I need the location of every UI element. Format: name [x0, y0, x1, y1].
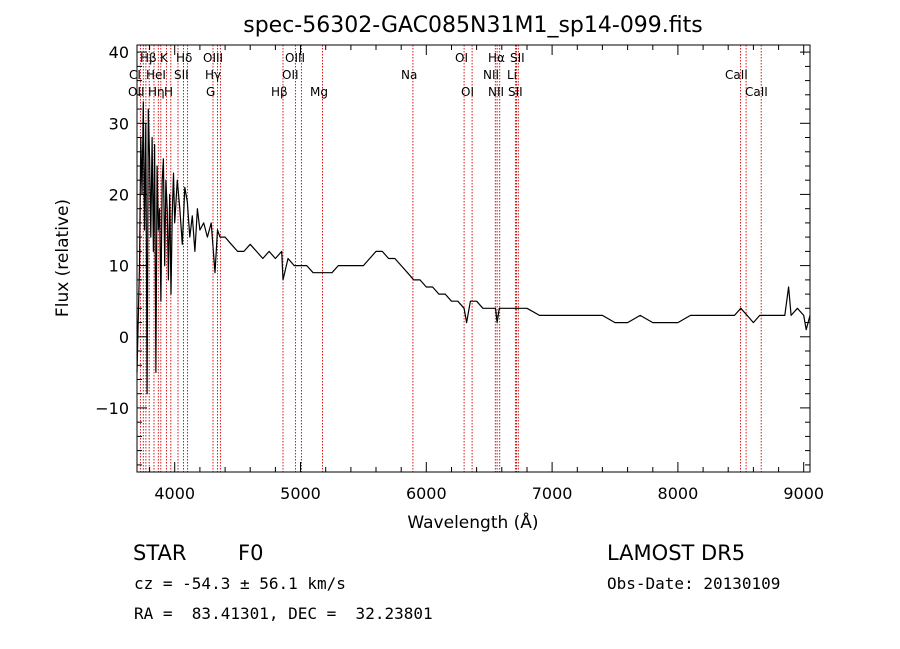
- spectral-line-label: Hβ: [271, 85, 288, 99]
- x-tick-label: 8000: [658, 484, 699, 503]
- survey-name: LAMOST DR5: [607, 541, 746, 565]
- coordinates: RA = 83.41301, DEC = 32.23801: [134, 604, 433, 623]
- spectral-line-label: OIII: [203, 51, 223, 65]
- spectral-subclass: F0: [238, 541, 264, 565]
- observation-date: Obs-Date: 20130109: [607, 574, 781, 593]
- spectral-line-label: Hγ: [205, 68, 221, 82]
- y-tick-label: 0: [119, 328, 129, 347]
- spectral-line-label: Hη: [148, 85, 165, 99]
- y-axis-label: Flux (relative): [53, 199, 73, 317]
- spectral-line-label: H: [164, 85, 173, 99]
- y-tick-label: 10: [109, 257, 129, 276]
- spectral-line-label: CI: [129, 68, 141, 82]
- x-axis-ticks: 4000 5000 6000 7000 8000 9000: [149, 45, 824, 503]
- spectral-line-label: CaII: [725, 68, 748, 82]
- spectral-line-label: NII: [483, 68, 499, 82]
- x-tick-label: 4000: [154, 484, 195, 503]
- spectral-line-label: Hα: [488, 51, 505, 65]
- redshift-velocity: cz = -54.3 ± 56.1 km/s: [134, 574, 346, 593]
- spectral-line-label: CaII: [745, 85, 768, 99]
- x-tick-label: 6000: [406, 484, 447, 503]
- spectral-line-label: OIII: [285, 51, 305, 65]
- x-axis-label: Wavelength (Å): [407, 511, 538, 533]
- spectral-line-label: OI: [455, 51, 468, 65]
- spectral-line-label: NII: [488, 85, 504, 99]
- y-tick-label: 40: [109, 43, 129, 62]
- x-tick-label: 9000: [783, 484, 824, 503]
- spectral-line-label: K: [160, 51, 169, 65]
- y-tick-label: 30: [109, 114, 129, 133]
- spectral-line-label: HeI: [146, 68, 166, 82]
- spectral-line-markers: [139, 45, 762, 472]
- chart-title: spec-56302-GAC085N31M1_sp14-099.fits: [243, 13, 703, 38]
- spectral-line-label: G: [206, 85, 215, 99]
- x-tick-label: 7000: [532, 484, 573, 503]
- y-tick-label: 20: [109, 185, 129, 204]
- spectral-line-label: Na: [401, 68, 417, 82]
- x-tick-label: 5000: [280, 484, 321, 503]
- spectral-line-label: Hβ: [140, 51, 157, 65]
- plot-frame: [136, 44, 811, 473]
- spectral-line-label: OI: [461, 85, 474, 99]
- spectral-line-label: Li: [507, 68, 517, 82]
- spectral-line-label: Hδ: [176, 51, 192, 65]
- spectral-line-label: SII: [510, 51, 525, 65]
- spectral-line-label: OII: [128, 85, 145, 99]
- object-class: STAR: [133, 541, 187, 565]
- y-tick-label: −10: [95, 399, 129, 418]
- spectral-line-label: Mg: [310, 85, 328, 99]
- spectral-line-label: SII: [508, 85, 523, 99]
- y-axis-ticks: −10 0 10 20 30 40: [95, 43, 810, 466]
- flux-spectrum-line: [136, 101, 811, 395]
- spectral-line-label: OII: [282, 68, 299, 82]
- spectral-line-label: SII: [174, 68, 189, 82]
